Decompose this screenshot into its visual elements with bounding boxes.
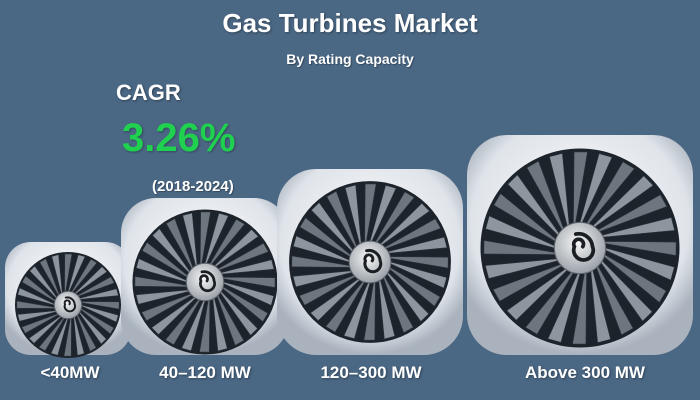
turbine-icon-2 — [121, 198, 289, 355]
chart-subtitle: By Rating Capacity — [286, 51, 414, 67]
turbine-hub — [53, 290, 83, 320]
turbine-hub — [553, 221, 607, 275]
cagr-label: CAGR — [116, 80, 181, 105]
category-label-1: <40MW — [40, 363, 100, 382]
spiral-marking-icon — [571, 231, 596, 262]
category-label-4: Above 300 MW — [525, 363, 645, 382]
chart-title: Gas Turbines Market — [222, 8, 478, 38]
spiral-marking-icon — [199, 270, 216, 293]
turbine-blades — [16, 253, 120, 357]
turbine-blades — [483, 151, 677, 345]
turbine-icon-3 — [277, 169, 463, 355]
turbine-icon-4 — [467, 135, 693, 355]
turbine-blades — [134, 211, 276, 353]
category-label-2: 40–120 MW — [159, 363, 251, 382]
turbine-hub — [348, 240, 392, 284]
turbine-hub — [185, 262, 225, 302]
category-label-3: 120–300 MW — [320, 363, 422, 382]
spiral-marking-icon — [363, 248, 383, 274]
turbine-icon-1 — [5, 242, 131, 359]
cagr-period: (2018-2024) — [152, 178, 234, 195]
turbine-blades — [291, 183, 449, 341]
cagr-value: 3.26% — [122, 116, 236, 160]
spiral-marking-icon — [63, 296, 77, 313]
